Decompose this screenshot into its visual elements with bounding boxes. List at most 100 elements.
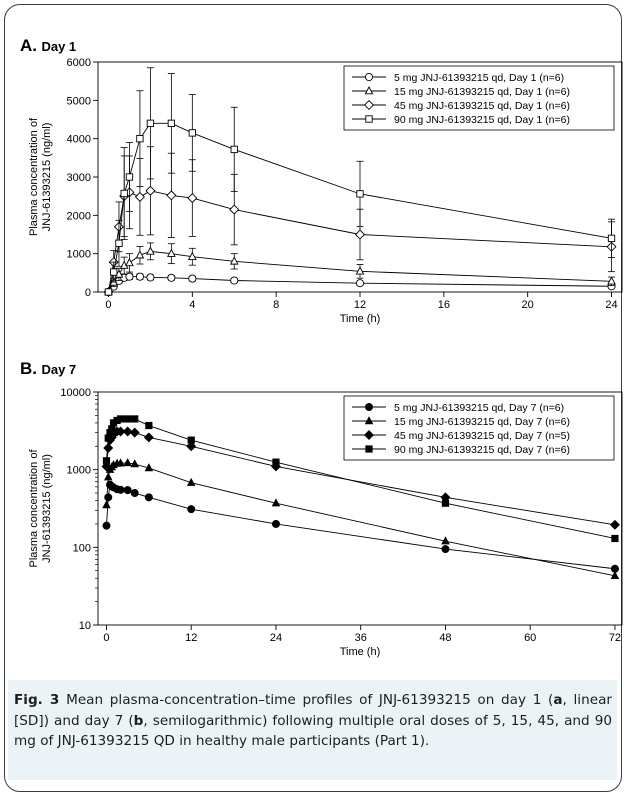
caption-bold-a: a	[553, 692, 563, 708]
day7-data-point	[186, 477, 196, 486]
day1-legend-marker	[364, 72, 374, 82]
day1-data-point	[167, 119, 176, 127]
day7-data-point	[104, 493, 113, 502]
day7-x-tick-label: 60	[524, 632, 536, 644]
caption-bold-b: b	[133, 712, 144, 729]
day7-legend-label: 5 mg JNJ-61393215 qd, Day 7 (n=6)	[394, 402, 564, 414]
day7-x-tick-label: 0	[103, 632, 109, 644]
day1-x-tick-label: 24	[605, 299, 617, 311]
day1-legend-label: 45 mg JNJ-61393215 qd, Day 1 (n=6)	[394, 100, 570, 112]
day7-x-axis-label: Time (h)	[340, 646, 381, 658]
day7-data-point	[102, 500, 111, 509]
day7-series-2	[102, 458, 620, 580]
caption-background	[8, 680, 617, 780]
day1-data-point	[187, 251, 197, 260]
day7-data-point	[130, 459, 139, 468]
day1-x-tick-label: 4	[189, 299, 195, 311]
day1-legend-label: 90 mg JNJ-61393215 qd, Day 1 (n=6)	[394, 114, 570, 126]
day7-chart: 0 12 24 36 48 60 72 10 100 1000 10000 Time (h) Plasm…	[28, 387, 623, 658]
day7-legend-label: 90 mg JNJ-61393215 qd, Day 7 (n=6)	[394, 444, 570, 456]
day7-x-tick-label: 12	[185, 632, 197, 644]
day7-data-point	[145, 421, 153, 430]
day1-data-point	[135, 272, 144, 281]
day7-plot-area	[97, 391, 623, 626]
day7-data-point	[102, 457, 111, 465]
day1-data-point	[110, 268, 118, 276]
day1-data-point	[115, 239, 123, 247]
day1-legend-label: 15 mg JNJ-61393215 qd, Day 1 (n=6)	[394, 86, 570, 98]
day1-data-point	[125, 272, 134, 281]
day1-y-tick-label: 3000	[67, 172, 91, 184]
day1-legend-marker	[365, 115, 373, 123]
day1-data-point	[356, 190, 364, 198]
day7-data-point	[143, 432, 154, 443]
day7-data-point	[116, 485, 125, 494]
day7-data-point	[144, 493, 153, 502]
day1-x-axis-label: Time (h)	[340, 313, 381, 325]
day1-data-point	[355, 266, 365, 275]
day7-data-point	[441, 536, 450, 545]
day1-data-point	[607, 234, 616, 242]
day1-data-point	[134, 191, 145, 202]
day7-data-point	[116, 458, 125, 467]
day7-data-point	[187, 505, 196, 514]
day1-data-point	[120, 189, 128, 198]
day1-data-point	[355, 279, 365, 288]
day7-series-line	[106, 483, 615, 570]
caption-text-2: , linear [SD]) and day 7 (	[14, 692, 612, 729]
day7-legend-label: 15 mg JNJ-61393215 qd, Day 7 (n=6)	[394, 416, 570, 428]
day7-y-tick-label: 1000	[67, 465, 91, 477]
panel-b-label: B. Day 7	[20, 359, 76, 379]
day7-data-point	[123, 458, 132, 467]
day1-data-point	[229, 256, 239, 265]
day7-data-point	[102, 521, 111, 530]
day7-data-point	[115, 426, 126, 437]
day7-legend	[343, 395, 615, 461]
day1-y-tick-label: 0	[85, 287, 91, 299]
day1-y-tick-label: 2000	[67, 210, 91, 222]
panel-b-title: Day 7	[41, 362, 77, 377]
panel-b-letter: B.	[20, 359, 37, 378]
day1-y-axis-label-line: JNJ-61393215 (ng/ml)	[41, 123, 53, 232]
day1-series-line	[108, 122, 612, 293]
day7-x-tick-label: 72	[609, 632, 621, 644]
day7-series-4	[102, 415, 619, 543]
day1-data-point	[188, 274, 197, 283]
day7-data-point	[108, 425, 116, 433]
day7-x-tick-label: 24	[270, 632, 282, 644]
day7-data-point	[103, 472, 113, 481]
day1-legend-label: 5 mg JNJ-61393215 qd, Day 1 (n=6)	[394, 72, 564, 84]
day7-data-point	[271, 519, 280, 528]
day1-data-point	[188, 129, 196, 137]
day7-data-point	[611, 534, 619, 543]
caption-text-3: , semilogarithmic) following multiple or…	[14, 712, 612, 750]
day1-data-point	[146, 246, 155, 255]
day7-data-point	[122, 426, 133, 437]
day1-data-point	[229, 204, 240, 215]
day1-x-tick-label: 0	[105, 299, 111, 311]
caption-fig-label: Fig. 3	[14, 692, 60, 708]
day1-data-point	[136, 135, 144, 143]
day1-data-point	[104, 288, 113, 296]
day1-series-4	[104, 67, 616, 296]
day7-data-point	[609, 519, 620, 530]
day7-y-axis-label-line: JNJ-61393215 (ng/ml)	[41, 454, 53, 563]
caption-text-1: Mean plasma-concentration–time profiles …	[59, 692, 554, 708]
day1-data-point	[166, 190, 177, 201]
day7-data-point	[101, 461, 112, 472]
day1-y-tick-label: 4000	[67, 134, 91, 146]
day7-legend-marker	[364, 430, 374, 440]
day1-data-point	[187, 193, 198, 204]
day1-legend-marker	[364, 86, 374, 95]
day1-series-1	[104, 272, 616, 297]
day1-data-point	[125, 173, 134, 181]
day7-data-point	[131, 415, 139, 423]
day7-y-tick-label: 100	[73, 542, 91, 554]
day7-data-point	[271, 498, 281, 507]
day1-data-point	[167, 248, 176, 257]
day1-data-point	[135, 250, 145, 259]
day1-data-point	[230, 145, 238, 154]
day1-x-tick-label: 8	[273, 299, 279, 311]
day7-legend-label: 45 mg JNJ-61393215 qd, Day 7 (n=5)	[394, 430, 570, 442]
day1-legend	[343, 65, 615, 131]
